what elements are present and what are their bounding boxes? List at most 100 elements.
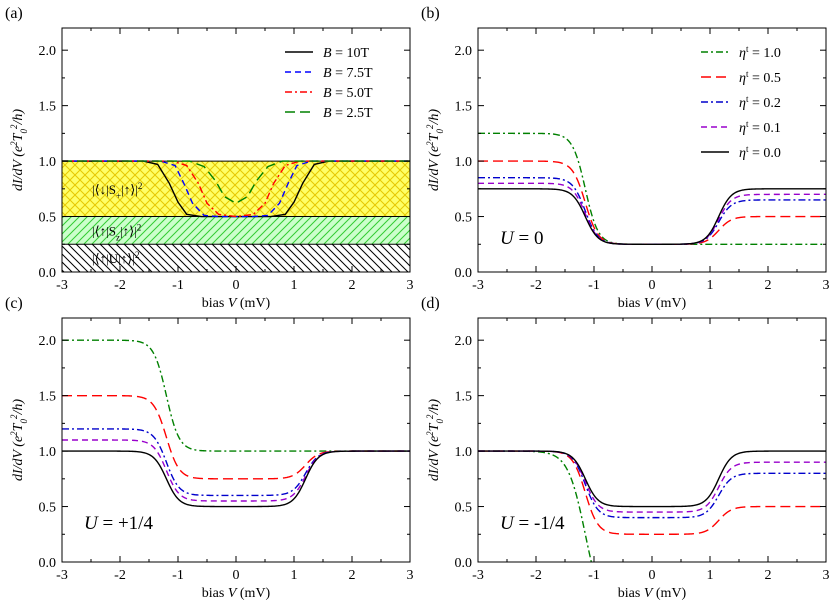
- x-tick-label: 0: [233, 278, 240, 293]
- y-tick-label: 0.5: [455, 501, 473, 516]
- series-group: [478, 132, 826, 245]
- series-line-4: [478, 450, 826, 508]
- series-line-2: [62, 160, 410, 218]
- y-tick-label: 1.5: [39, 100, 57, 115]
- y-tick-label: 1.0: [455, 445, 473, 460]
- x-tick-label: 3: [407, 568, 414, 583]
- x-axis-label: bias V (mV): [202, 586, 271, 601]
- legend-label-1: ηt = 0.5: [739, 69, 781, 86]
- y-tick-label: 2.0: [39, 334, 57, 349]
- region-label: |⟨↓|S+|↑⟩|2: [92, 181, 142, 201]
- series-line-0: [478, 450, 593, 562]
- x-tick-label: 1: [291, 278, 298, 293]
- legend-label-0: B = 10T: [323, 46, 369, 61]
- region-label: |⟨↑|U|↑⟩|2: [92, 250, 139, 266]
- x-tick-label: -2: [114, 568, 126, 583]
- x-tick-label: -3: [56, 278, 68, 293]
- x-tick-label: 2: [765, 278, 772, 293]
- x-tick-label: 1: [707, 278, 714, 293]
- y-tick-label: 0.5: [39, 501, 57, 516]
- series-line-2: [62, 428, 410, 497]
- y-tick-label: 2.0: [455, 334, 473, 349]
- panel-d: -3 -2 -1 0 1 2 3 0.0 0.5 1.0 1.5 2.0 (d) bias V (mV) d…: [421, 295, 830, 601]
- x-axis-label: bias V (mV): [618, 296, 687, 311]
- series-group: [478, 450, 826, 562]
- panel-tag: (c): [5, 295, 23, 312]
- y-tick-label: 1.0: [39, 445, 57, 460]
- x-tick-label: -1: [172, 568, 184, 583]
- x-tick-label: 2: [349, 278, 356, 293]
- legend-label-4: ηt = 0.0: [739, 144, 781, 161]
- legend-label-0: ηt = 1.0: [739, 44, 781, 61]
- x-tick-label: -2: [530, 568, 542, 583]
- legend: ηt = 1.0 ηt = 0.5 ηt = 0.2 ηt = 0.1 ηt = 0.0: [701, 44, 781, 161]
- y-tick-label: 0.5: [455, 211, 473, 226]
- legend-label-3: ηt = 0.1: [739, 119, 781, 136]
- x-tick-label: -3: [472, 568, 484, 583]
- y-axis-label: dI/dV (e2T02/h): [425, 399, 445, 481]
- x-tick-label: 3: [407, 278, 414, 293]
- panel-tag: (d): [421, 295, 440, 312]
- x-axis-label: bias V (mV): [202, 296, 271, 311]
- series-group: [62, 339, 410, 508]
- region-label: |⟨↑|Sz|↑⟩|2: [92, 222, 141, 242]
- series-line-2: [478, 450, 826, 519]
- x-tick-label: -2: [114, 278, 126, 293]
- y-axis-label: dI/dV (e2T02/h): [9, 109, 29, 191]
- annotation: U = +1/4: [84, 513, 153, 534]
- x-tick-label: 0: [649, 568, 656, 583]
- series-line-3: [478, 450, 826, 513]
- annotation: U = 0: [500, 228, 543, 249]
- x-tick-label: -2: [530, 278, 542, 293]
- region-diagonal: [62, 216, 410, 245]
- x-tick-label: 3: [823, 568, 830, 583]
- y-tick-label: 0.0: [455, 556, 473, 571]
- y-tick-label: 1.5: [455, 100, 473, 115]
- series-group: [62, 160, 410, 218]
- x-tick-label: -3: [472, 278, 484, 293]
- y-axis-label: dI/dV (e2T02/h): [9, 399, 29, 481]
- series-line-1: [478, 160, 826, 245]
- series-line-3: [62, 439, 410, 502]
- annotation: U = -1/4: [500, 513, 565, 534]
- y-tick-label: 1.0: [39, 155, 57, 170]
- x-tick-label: -1: [588, 568, 600, 583]
- legend-label-2: ηt = 0.2: [739, 94, 781, 111]
- panel-tag: (b): [421, 5, 440, 22]
- x-tick-label: -3: [56, 568, 68, 583]
- series-line-1: [478, 450, 826, 535]
- x-tick-label: 2: [349, 568, 356, 583]
- legend: B = 10T B = 7.5T B = 5.0T B = 2.5T: [285, 46, 373, 121]
- legend-label-2: B = 5.0T: [323, 86, 373, 101]
- y-tick-label: 0.0: [39, 556, 57, 571]
- series-line-3: [62, 160, 410, 205]
- legend-label-3: B = 2.5T: [323, 106, 373, 121]
- y-tick-label: 2.0: [455, 44, 473, 59]
- y-tick-label: 1.5: [455, 390, 473, 405]
- series-line-4: [478, 188, 826, 245]
- x-tick-label: 0: [233, 568, 240, 583]
- x-tick-label: 1: [291, 568, 298, 583]
- y-tick-label: 0.0: [455, 266, 473, 281]
- panel-tag: (a): [5, 5, 23, 22]
- panel-c: -3 -2 -1 0 1 2 3 0.0 0.5 1.0 1.5 2.0 (c) bias V (mV) d…: [5, 295, 414, 601]
- y-tick-label: 0.0: [39, 266, 57, 281]
- legend-label-1: B = 7.5T: [323, 66, 373, 81]
- panel-b: -3 -2 -1 0 1 2 3 0.0 0.5 1.0 1.5 2.0 (b) bias V (mV) d…: [421, 5, 830, 311]
- y-tick-label: 2.0: [39, 44, 57, 59]
- x-axis-label: bias V (mV): [618, 586, 687, 601]
- x-tick-label: 3: [823, 278, 830, 293]
- panel-a: |⟨↓|S+|↑⟩|2 |⟨↑|Sz|↑⟩|2 |⟨↑|U|↑⟩|2 -3 -2 -1 0 1…: [5, 5, 414, 311]
- x-tick-label: -1: [172, 278, 184, 293]
- series-line-1: [62, 394, 410, 480]
- y-tick-label: 1.0: [455, 155, 473, 170]
- y-tick-label: 1.5: [39, 390, 57, 405]
- y-axis-label: dI/dV (e2T02/h): [425, 109, 445, 191]
- series-line-4: [62, 450, 410, 508]
- x-tick-label: 0: [649, 278, 656, 293]
- x-tick-label: 1: [707, 568, 714, 583]
- region-crosshatch: [62, 161, 410, 217]
- x-tick-label: -1: [588, 278, 600, 293]
- x-tick-label: 2: [765, 568, 772, 583]
